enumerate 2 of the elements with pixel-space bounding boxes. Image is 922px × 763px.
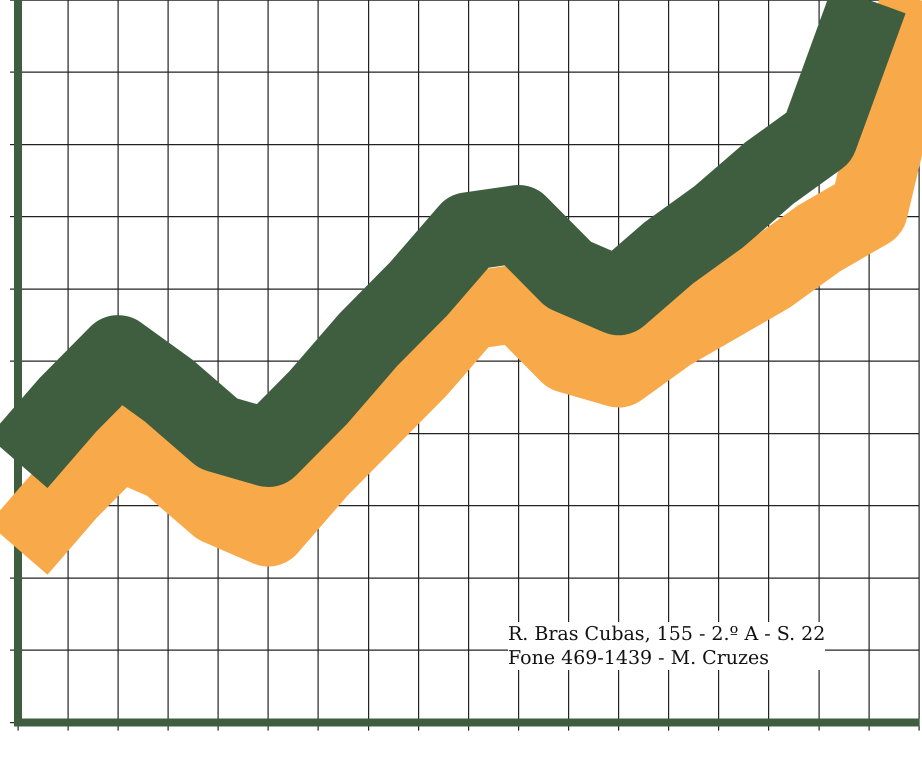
annotation: Fone 469-1439 - M. Cruzes <box>508 646 770 670</box>
annotation: R. Bras Cubas, 155 - 2.º A - S. 22 <box>508 622 826 646</box>
